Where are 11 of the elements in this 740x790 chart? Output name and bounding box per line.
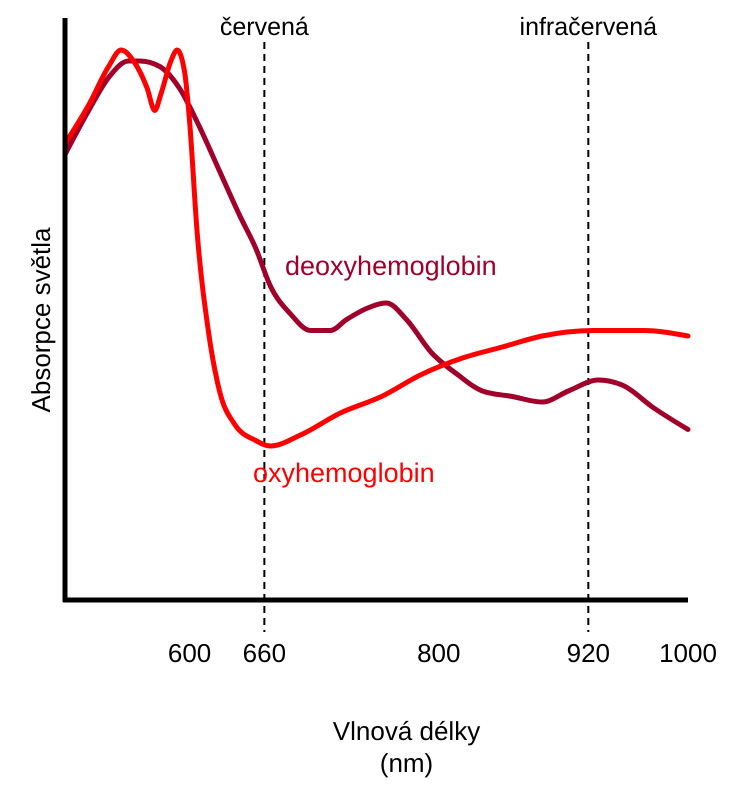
x-tick-label: 660 (242, 638, 286, 668)
x-tick-label: 1000 (659, 638, 717, 668)
x-tick-label: 920 (566, 638, 610, 668)
series-label: oxyhemoglobin (253, 458, 435, 488)
ref-line-label: červená (220, 13, 309, 41)
x-tick-label: 800 (417, 638, 460, 668)
x-tick-label: 600 (168, 638, 212, 668)
series-label: deoxyhemoglobin (285, 251, 497, 281)
ref-line-label: infračervená (520, 13, 658, 41)
x-axis-title: Vlnová délky (nm) (332, 716, 480, 778)
y-axis-title: Absorpce světla (26, 226, 56, 412)
